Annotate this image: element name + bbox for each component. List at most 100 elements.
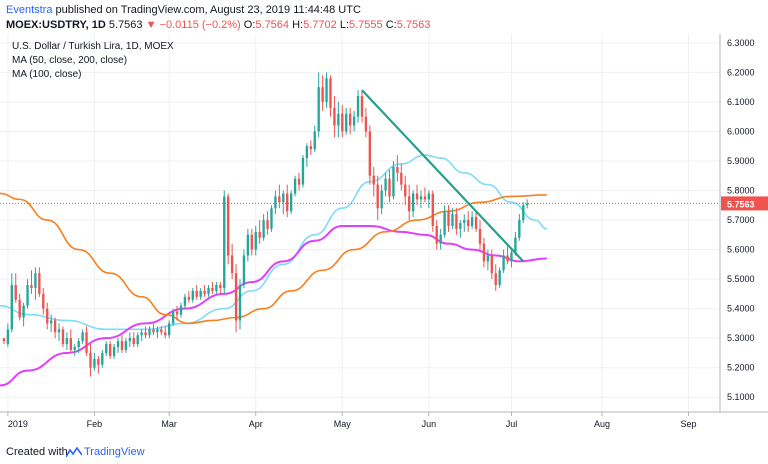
- candle-body: [120, 341, 124, 350]
- ma-line: [0, 154, 548, 331]
- candle-body: [73, 347, 76, 350]
- candle: [317, 72, 320, 138]
- candle: [152, 323, 155, 336]
- candle-body: [376, 184, 379, 209]
- candle-body: [132, 338, 135, 345]
- candle-body: [282, 193, 285, 203]
- candle-body: [368, 131, 372, 176]
- candle-body: [69, 338, 72, 350]
- candle-body: [85, 332, 88, 353]
- candle: [384, 172, 387, 197]
- trendline[interactable]: [361, 89, 525, 263]
- candle: [376, 175, 379, 221]
- last-price-line-group: 5.7563: [0, 196, 768, 211]
- candle-body: [297, 178, 301, 185]
- candle: [112, 344, 116, 359]
- candle-body: [116, 341, 120, 348]
- candle: [431, 190, 434, 232]
- candle: [258, 220, 261, 244]
- candle: [65, 332, 69, 350]
- candle-body: [451, 214, 454, 226]
- candle-body: [26, 285, 29, 306]
- time-tick-label: May: [334, 419, 352, 429]
- candle-body: [46, 308, 49, 324]
- candle-body: [164, 332, 167, 336]
- candle-body: [455, 214, 458, 229]
- candle-body: [506, 255, 509, 262]
- candle: [494, 264, 497, 291]
- candle: [85, 326, 88, 356]
- candle-body: [242, 255, 246, 286]
- price-axis[interactable]: 6.3000 6.2000 6.1000 6.0000 5.9000 5.8000 5.70…: [727, 38, 755, 402]
- time-tick-label: Jun: [422, 419, 437, 429]
- candle: [301, 155, 305, 188]
- candle-body: [250, 234, 253, 250]
- candle: [451, 208, 454, 229]
- candle: [136, 332, 139, 348]
- candle-body: [384, 178, 387, 191]
- candle-body: [14, 285, 17, 300]
- candle: [348, 107, 352, 135]
- candle-body: [423, 196, 427, 200]
- candle-body: [191, 290, 194, 300]
- candle-body: [447, 211, 450, 226]
- candle-body: [53, 320, 57, 333]
- candle-body: [348, 113, 352, 126]
- candle: [526, 199, 529, 209]
- ma-line: [0, 224, 547, 387]
- candle: [443, 205, 446, 238]
- candle-body: [514, 237, 517, 253]
- candle: [81, 329, 84, 345]
- candle: [128, 332, 132, 348]
- candle: [69, 329, 72, 353]
- candle: [175, 305, 179, 321]
- candle-body: [305, 146, 309, 159]
- candle: [227, 193, 230, 265]
- candle: [380, 184, 383, 215]
- candle: [356, 90, 360, 123]
- candle: [215, 282, 218, 294]
- candle-body: [419, 196, 423, 200]
- candle: [392, 160, 395, 200]
- candle: [360, 90, 364, 123]
- candle: [333, 96, 336, 138]
- candle-body: [30, 285, 33, 288]
- candle-body: [101, 352, 104, 365]
- candle-body: [396, 166, 399, 173]
- candle-body: [411, 193, 415, 212]
- candle-body: [380, 190, 383, 209]
- candle: [105, 341, 108, 356]
- candle-body: [274, 196, 277, 209]
- candle: [219, 282, 222, 294]
- author-name[interactable]: Eventstra: [6, 4, 53, 16]
- candle-body: [179, 305, 183, 315]
- candle-body: [337, 113, 340, 126]
- candle: [6, 323, 10, 348]
- candle-body: [112, 347, 116, 356]
- low-value: 5.7555: [349, 19, 383, 31]
- candle-body: [435, 225, 438, 244]
- candle: [270, 205, 273, 232]
- candle-body: [404, 184, 407, 197]
- legend-ma-2: MA (100, close): [12, 69, 81, 80]
- candle-body: [278, 196, 281, 203]
- candle-body: [207, 287, 210, 294]
- price-chart[interactable]: 5.7563 6.3000 6.2000 6.1000 6.0000 5.9000 5.8…: [0, 34, 768, 440]
- time-axis[interactable]: 2019 Feb Mar Apr May Jun Jul Aug Sep: [7, 412, 697, 429]
- candle: [34, 267, 37, 300]
- symbol-quote: MOEX:USDTRY, 1D 5.7563 ▼ −0.0115 (−0.2%)…: [6, 19, 430, 31]
- candle-body: [18, 299, 21, 318]
- tradingview-brand[interactable]: TradingView: [84, 446, 145, 458]
- candle: [132, 332, 135, 348]
- candle-body: [49, 320, 53, 324]
- tradingview-logo-icon[interactable]: [65, 446, 83, 460]
- candle-body: [360, 96, 364, 117]
- publish-info: Eventstra published on TradingView.com, …: [6, 4, 361, 16]
- candle: [160, 326, 163, 336]
- candle-body: [238, 285, 242, 321]
- candle: [478, 220, 482, 250]
- candle: [278, 184, 281, 209]
- candle: [38, 267, 41, 297]
- publisher-bar: Eventstra published on TradingView.com, …: [0, 0, 768, 34]
- candle-body: [219, 285, 222, 288]
